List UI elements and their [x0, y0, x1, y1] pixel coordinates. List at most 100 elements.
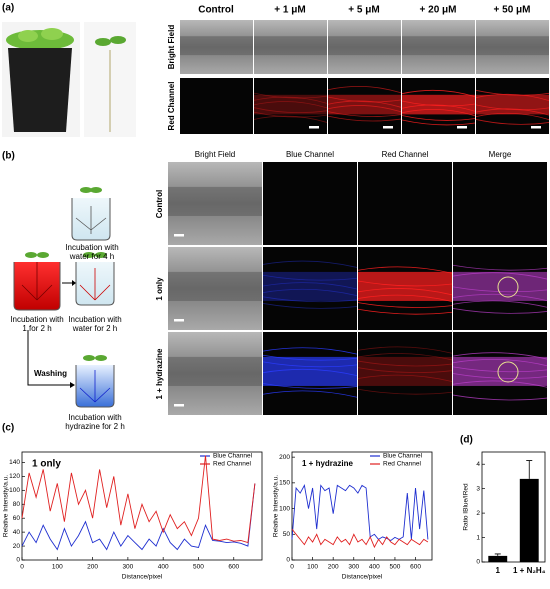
row-header: 1 + hydrazine	[155, 348, 164, 399]
root	[180, 36, 253, 56]
plot-frame	[291, 451, 433, 561]
step-label: Incubation with	[68, 413, 121, 422]
y-tick-label: 40	[13, 529, 21, 536]
root-hair	[262, 390, 358, 398]
micrograph	[168, 332, 262, 415]
x-tick-label: 0	[20, 564, 24, 571]
root-hair	[452, 380, 548, 388]
micrograph	[180, 20, 253, 74]
micrograph	[357, 332, 453, 415]
data-line	[291, 528, 429, 549]
row-header: Control	[155, 190, 164, 218]
column-header: + 50 μM	[494, 5, 531, 16]
column-header: + 5 μM	[348, 5, 379, 16]
root-hair	[357, 288, 453, 296]
x-tick-label: 100	[52, 564, 63, 571]
root	[168, 186, 262, 216]
row-header: 1 only	[155, 277, 164, 301]
root-hair	[357, 360, 453, 367]
micrograph	[357, 247, 453, 330]
y-tick-label: 2	[476, 510, 480, 517]
root-hair	[357, 374, 453, 382]
root-hair	[253, 115, 328, 123]
root-hair	[452, 366, 548, 373]
root-hair	[327, 96, 402, 103]
column-header: Red Channel	[382, 150, 429, 159]
micrograph	[254, 20, 327, 74]
micrograph-bg	[453, 162, 547, 245]
column-header: + 20 μM	[420, 5, 457, 16]
y-tick-label: 100	[9, 487, 20, 494]
step-label: Washing	[34, 369, 67, 378]
root	[476, 36, 549, 56]
root-hair	[262, 274, 358, 281]
root-hair	[253, 92, 328, 99]
bar	[519, 478, 539, 562]
micrograph-bg	[358, 162, 452, 245]
root-signal	[263, 356, 357, 386]
error-bar	[526, 460, 533, 479]
step-label: 1 for 2 h	[22, 324, 51, 333]
micrograph	[263, 162, 357, 245]
data-line	[21, 455, 256, 544]
scale-bar	[457, 126, 467, 129]
root-hair	[475, 112, 550, 121]
x-tick-label: 500	[193, 564, 204, 571]
scale-bar	[174, 404, 184, 407]
y-tick-label: 60	[13, 515, 21, 522]
x-tick-label: 400	[158, 564, 169, 571]
legend-label: Blue Channel	[383, 453, 423, 460]
root-hair	[452, 394, 548, 401]
micrograph	[327, 78, 402, 134]
x-tick-label: 600	[228, 564, 239, 571]
scale-bar	[309, 126, 319, 129]
root-hair	[401, 119, 476, 126]
root-hair	[452, 300, 548, 308]
root-hair	[475, 119, 550, 125]
column-header: Control	[198, 5, 234, 16]
root-hair	[357, 294, 453, 302]
y-tick-label: 50	[283, 531, 291, 538]
root-hair	[357, 388, 453, 395]
y-tick-label: 150	[279, 480, 290, 487]
micrograph	[358, 162, 452, 245]
root-hair	[357, 280, 453, 287]
step-label: water for 2 h	[72, 324, 117, 333]
micrograph	[452, 332, 548, 415]
micrograph	[328, 20, 401, 74]
root-hair	[475, 104, 550, 111]
data-line	[291, 484, 429, 542]
region-marker	[497, 361, 519, 383]
step-label: Incubation with	[68, 315, 121, 324]
y-tick-label: 3	[476, 485, 480, 492]
root-hair	[262, 361, 358, 368]
micrograph	[262, 332, 358, 415]
row-header: Bright Field	[167, 25, 176, 70]
micrograph	[168, 247, 262, 330]
root-hair	[452, 264, 548, 271]
root-hair	[262, 383, 358, 389]
y-tick-label: 200	[279, 454, 290, 461]
y-tick-label: 0	[16, 557, 20, 564]
x-tick-label: 200	[87, 564, 98, 571]
root-hair	[253, 96, 328, 104]
root-hair	[452, 352, 548, 360]
bar	[488, 555, 508, 562]
micrograph	[180, 78, 253, 134]
panel-label: (a)	[2, 3, 14, 14]
step-diagram	[13, 187, 115, 408]
root-hair	[253, 111, 328, 118]
root	[328, 36, 401, 56]
root	[254, 36, 327, 56]
legend-label: Blue Channel	[213, 453, 253, 460]
root-hair	[357, 346, 453, 354]
x-tick-label: 300	[348, 564, 359, 571]
x-tick-label: 100	[307, 564, 318, 571]
root-hair	[357, 308, 453, 315]
root-signal	[328, 94, 401, 115]
root-hair	[401, 89, 476, 98]
root-hair	[357, 266, 453, 274]
root-hair	[401, 108, 476, 117]
micrograph	[452, 247, 548, 330]
root-signal	[453, 271, 547, 301]
